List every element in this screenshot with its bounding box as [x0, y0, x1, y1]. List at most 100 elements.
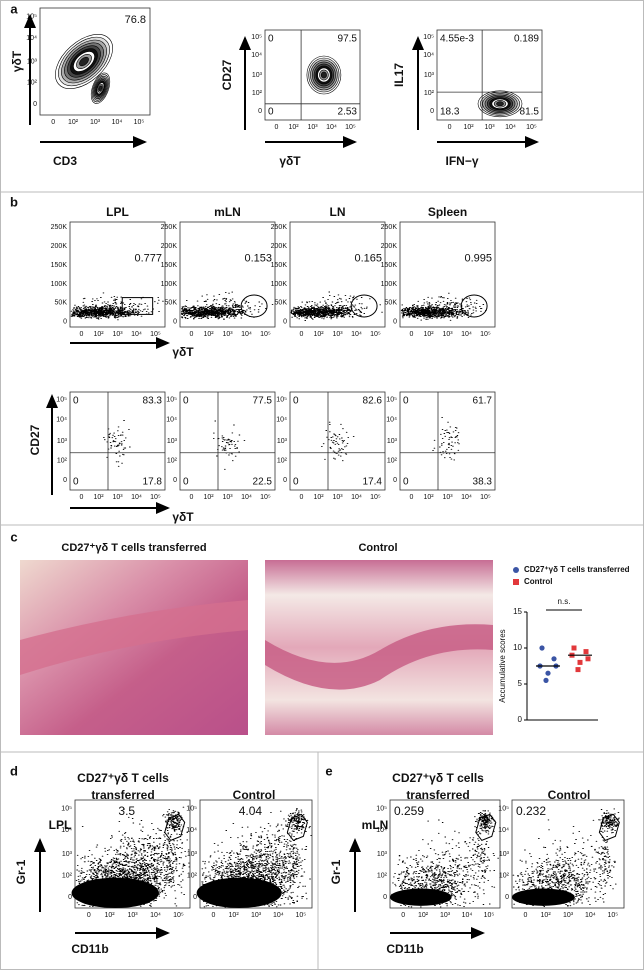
- y-axis-label: Gr-1: [329, 859, 343, 884]
- x-tick-label: 0: [299, 494, 303, 501]
- gate: [350, 294, 378, 318]
- y-tick-label: 50K: [165, 300, 178, 307]
- y-tick-label: 10²: [57, 457, 68, 464]
- gate-value: 0: [183, 477, 189, 488]
- x-tick-label: 10³: [251, 912, 262, 919]
- x-tick-label: 10⁴: [351, 494, 362, 501]
- x-tick-label: 10⁵: [295, 912, 306, 919]
- gate: [240, 294, 268, 318]
- x-tick-label: 10³: [442, 494, 453, 501]
- x-tick-label: 10⁴: [462, 912, 473, 919]
- x-tick-label: 10⁵: [150, 331, 161, 338]
- data-point: [575, 667, 581, 673]
- image-title: Control: [358, 542, 397, 554]
- y-tick-label: 10⁵: [186, 805, 197, 812]
- x-tick-label: 10²: [68, 119, 79, 126]
- gate: [598, 813, 620, 842]
- gate-value: 0.259: [394, 804, 424, 818]
- y-tick-label: 10²: [167, 457, 178, 464]
- y-tick-label: 10³: [187, 851, 198, 858]
- x-tick-label: 10²: [93, 331, 104, 338]
- column-title: mLN: [214, 205, 241, 219]
- x-tick-label: 10⁵: [480, 331, 491, 338]
- x-tick-label: 10²: [104, 912, 115, 919]
- data-point: [543, 677, 549, 684]
- plot-frame: [399, 391, 496, 491]
- y-tick-label: 250K: [51, 224, 68, 231]
- y-tick-label: 10⁵: [166, 397, 177, 404]
- y-tick-label: 10⁵: [498, 805, 509, 812]
- y-tick-label: 0: [283, 319, 287, 326]
- contour: [496, 101, 504, 107]
- gate-value: 0: [73, 477, 79, 488]
- gate-value: 77.5: [253, 396, 273, 407]
- y-axis-label: Gr-1: [14, 859, 28, 884]
- y-tick-label: 0: [383, 894, 387, 901]
- gate-value: 38.3: [473, 477, 493, 488]
- y-tick-label: 0: [393, 477, 397, 484]
- events: [75, 806, 191, 908]
- x-axis-label: γδT: [172, 510, 194, 524]
- panel-label: a: [10, 1, 18, 16]
- y-tick-label: 10²: [187, 872, 198, 879]
- gate: [121, 297, 154, 315]
- y-tick-label: 10²: [424, 90, 435, 97]
- y-tick-label: 10⁴: [251, 52, 262, 59]
- x-tick-label: 0: [189, 494, 193, 501]
- y-tick-label: 10⁵: [61, 805, 72, 812]
- contour: [79, 56, 89, 67]
- gate-value: 76.8: [125, 14, 146, 26]
- x-tick-label: 10²: [229, 912, 240, 919]
- events: [290, 291, 383, 321]
- gate-value: 0.232: [516, 804, 546, 818]
- gate: [286, 813, 308, 842]
- gate-value: 0: [403, 477, 409, 488]
- y-tick-label: 0: [33, 101, 37, 108]
- x-tick-label: 10⁴: [131, 331, 142, 338]
- y-tick-label: 0: [193, 894, 197, 901]
- plot-frame: [289, 391, 386, 491]
- events: [180, 291, 274, 320]
- x-axis-label: CD3: [53, 154, 77, 168]
- legend-label: CD27⁺γδ T cells transferred: [524, 565, 630, 574]
- x-tick-label: 0: [189, 331, 193, 338]
- y-tick-label: 50K: [55, 300, 68, 307]
- x-tick-label: 10³: [112, 494, 123, 501]
- x-axis-label: γδT: [172, 345, 194, 359]
- y-tick-label: 10³: [277, 438, 288, 445]
- gate-value: 2.53: [338, 107, 358, 118]
- y-axis-label: Accumulative scores: [498, 629, 507, 702]
- gate-value: 0: [73, 396, 79, 407]
- events: [103, 420, 131, 467]
- y-tick-label: 5: [518, 679, 523, 688]
- events: [432, 417, 460, 461]
- gate-value: 4.04: [239, 804, 263, 818]
- y-tick-label: 0: [393, 319, 397, 326]
- gate-value: 4.55e-3: [440, 34, 474, 45]
- y-tick-label: 10⁴: [26, 35, 37, 42]
- gate: [164, 813, 186, 842]
- x-tick-label: 10⁴: [351, 331, 362, 338]
- x-tick-label: 10⁵: [607, 912, 618, 919]
- gate-value: 0: [403, 396, 409, 407]
- x-tick-label: 10⁴: [112, 119, 123, 126]
- x-tick-label: 10⁴: [461, 331, 472, 338]
- x-tick-label: 10⁵: [173, 912, 184, 919]
- data-point: [577, 659, 583, 665]
- y-axis-label: CD27: [220, 59, 234, 90]
- y-tick-label: 0: [518, 715, 523, 724]
- x-tick-label: 0: [51, 119, 55, 126]
- x-tick-label: 10³: [440, 912, 451, 919]
- x-tick-label: 0: [79, 494, 83, 501]
- y-tick-label: 10³: [252, 72, 263, 79]
- y-tick-label: 250K: [381, 224, 398, 231]
- y-tick-label: 0: [283, 477, 287, 484]
- y-tick-label: 10⁴: [498, 827, 509, 834]
- x-tick-label: 10⁵: [260, 331, 271, 338]
- x-tick-label: 0: [523, 912, 527, 919]
- y-tick-label: 10⁴: [166, 416, 177, 423]
- group-title: Control: [548, 788, 591, 802]
- y-tick-label: 10: [513, 643, 522, 652]
- gate-value: 97.5: [338, 34, 358, 45]
- tissue-label: mLN: [362, 818, 389, 832]
